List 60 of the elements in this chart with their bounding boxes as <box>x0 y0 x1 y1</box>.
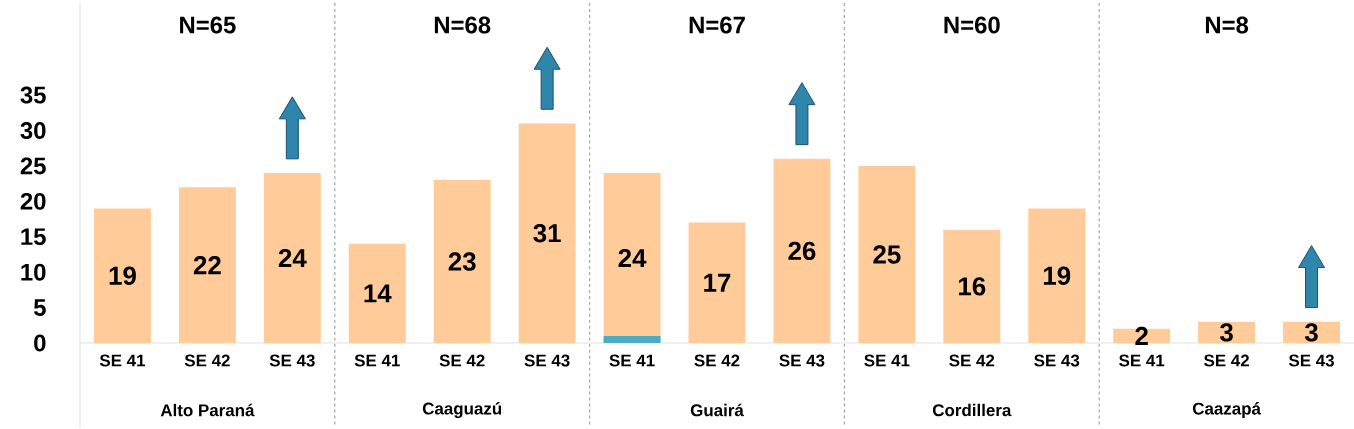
annotation: N=8 <box>1205 16 1249 34</box>
data-label: 26 <box>788 241 816 261</box>
data-label: 23 <box>448 252 476 271</box>
x-tick-label: SE 41 <box>1119 354 1165 367</box>
data-label: 16 <box>959 277 986 296</box>
data-label: 19 <box>109 266 136 285</box>
x-tick-label: SE 43 <box>779 354 825 367</box>
x-tick-label: SE 43 <box>1034 354 1080 367</box>
y-tick-label: 30 <box>20 122 46 139</box>
y-tick-label: 5 <box>33 299 46 316</box>
bar <box>94 208 151 343</box>
text: Alto Paraná <box>160 403 255 417</box>
y-tick-label: 25 <box>20 157 46 175</box>
data-label: 17 <box>704 273 731 292</box>
bar <box>773 158 831 343</box>
x-tick-label: SE 43 <box>269 354 315 367</box>
data-label: 14 <box>364 284 392 303</box>
x-tick-label: SE 42 <box>184 354 230 367</box>
annotation: N=67 <box>689 16 745 34</box>
bar <box>603 335 661 343</box>
data-label: 31 <box>533 224 561 243</box>
bar <box>348 243 406 343</box>
text: Caazapá <box>1192 402 1261 418</box>
bar <box>178 187 236 343</box>
text: Cordillera <box>932 403 1012 417</box>
annotation: N=65 <box>180 16 236 34</box>
data-label: 22 <box>193 256 221 275</box>
data-label: 2 <box>1135 326 1148 345</box>
data-label: 25 <box>873 245 901 264</box>
y-tick-label: 15 <box>21 228 46 246</box>
data-label: 24 <box>278 248 307 268</box>
bar <box>688 222 746 343</box>
y-tick-label: 10 <box>21 263 46 281</box>
x-tick-label: SE 43 <box>1288 354 1334 367</box>
x-tick-label: SE 41 <box>99 354 146 367</box>
y-tick-label: 0 <box>34 334 46 352</box>
data-label: 3 <box>1219 323 1233 342</box>
x-tick-label: SE 42 <box>694 354 740 367</box>
x-tick-label: SE 42 <box>439 354 485 367</box>
x-tick-label: SE 42 <box>949 354 995 367</box>
bar <box>263 173 321 343</box>
bar <box>518 123 576 343</box>
data-label: 24 <box>618 248 647 268</box>
bar <box>1028 208 1086 343</box>
x-tick-label: SE 41 <box>864 354 910 367</box>
data-label: 19 <box>1043 266 1071 285</box>
annotation: N=60 <box>944 16 1000 34</box>
x-tick-label: SE 41 <box>609 354 655 367</box>
x-tick-label: SE 43 <box>524 354 570 367</box>
y-tick-label: 20 <box>20 192 46 210</box>
data-label: 3 <box>1304 323 1318 342</box>
bar <box>433 180 491 343</box>
bar <box>858 165 916 343</box>
bar <box>943 229 1001 343</box>
text: Caaguazú <box>422 402 502 419</box>
text: Guairá <box>690 403 744 417</box>
x-tick-label: SE 42 <box>1204 354 1249 367</box>
annotation: N=68 <box>434 16 491 34</box>
y-tick-label: 35 <box>20 86 46 104</box>
x-tick-label: SE 41 <box>354 354 400 367</box>
